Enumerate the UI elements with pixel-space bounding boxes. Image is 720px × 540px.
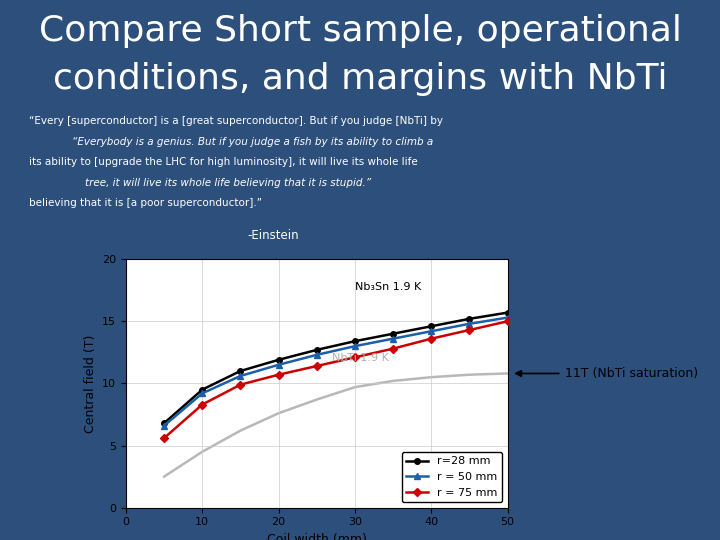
Text: “Everybody is a genius. But if you judge a fish by its ability to climb a: “Everybody is a genius. But if you judge… xyxy=(72,137,433,147)
Text: Compare Short sample, operational: Compare Short sample, operational xyxy=(39,14,681,48)
r = 75 mm xyxy=(274,372,283,378)
r = 50 mm xyxy=(427,328,436,334)
r=28 mm xyxy=(312,347,321,353)
r = 50 mm xyxy=(236,373,245,379)
Text: its ability to [upgrade the LHC for high luminosity], it will live its whole lif: its ability to [upgrade the LHC for high… xyxy=(29,157,418,167)
r = 50 mm xyxy=(274,362,283,368)
r = 75 mm xyxy=(312,363,321,369)
r = 50 mm xyxy=(351,343,359,349)
r = 75 mm xyxy=(427,335,436,342)
Legend: r=28 mm, r = 50 mm, r = 75 mm: r=28 mm, r = 50 mm, r = 75 mm xyxy=(402,452,502,502)
r = 50 mm xyxy=(465,321,474,327)
r=28 mm xyxy=(236,368,245,374)
Text: tree, it will live its whole life believing that it is stupid.”: tree, it will live its whole life believ… xyxy=(72,178,371,188)
r = 75 mm xyxy=(351,354,359,361)
r = 50 mm xyxy=(503,314,512,321)
r = 75 mm xyxy=(465,327,474,333)
r=28 mm xyxy=(351,338,359,345)
Y-axis label: Central field (T): Central field (T) xyxy=(84,334,96,433)
r = 50 mm xyxy=(198,390,207,396)
r=28 mm xyxy=(198,387,207,393)
Text: NbTi 1.9 K: NbTi 1.9 K xyxy=(332,353,389,363)
r = 75 mm xyxy=(198,401,207,408)
r=28 mm xyxy=(160,420,168,427)
r=28 mm xyxy=(274,356,283,363)
Text: -Einstein: -Einstein xyxy=(248,229,300,242)
Text: “Every [superconductor] is a [great superconductor]. But if you judge [NbTi] by: “Every [superconductor] is a [great supe… xyxy=(29,116,443,126)
Line: r = 75 mm: r = 75 mm xyxy=(161,319,510,441)
r = 75 mm xyxy=(503,318,512,325)
r = 75 mm xyxy=(389,346,397,352)
r=28 mm xyxy=(465,315,474,322)
r=28 mm xyxy=(427,323,436,329)
Line: r = 50 mm: r = 50 mm xyxy=(161,315,510,428)
X-axis label: Coil width (mm): Coil width (mm) xyxy=(267,533,366,540)
r = 75 mm xyxy=(160,435,168,441)
Line: r=28 mm: r=28 mm xyxy=(161,310,510,426)
r=28 mm xyxy=(389,330,397,337)
Text: believing that it is [a poor superconductor].”: believing that it is [a poor superconduc… xyxy=(29,198,262,208)
Text: conditions, and margins with NbTi: conditions, and margins with NbTi xyxy=(53,62,667,96)
r = 75 mm xyxy=(236,381,245,388)
r = 50 mm xyxy=(312,352,321,358)
r = 50 mm xyxy=(160,422,168,429)
Text: Nb₃Sn 1.9 K: Nb₃Sn 1.9 K xyxy=(355,282,421,292)
r=28 mm xyxy=(503,309,512,316)
Text: 11T (NbTi saturation): 11T (NbTi saturation) xyxy=(565,367,698,380)
r = 50 mm xyxy=(389,335,397,342)
